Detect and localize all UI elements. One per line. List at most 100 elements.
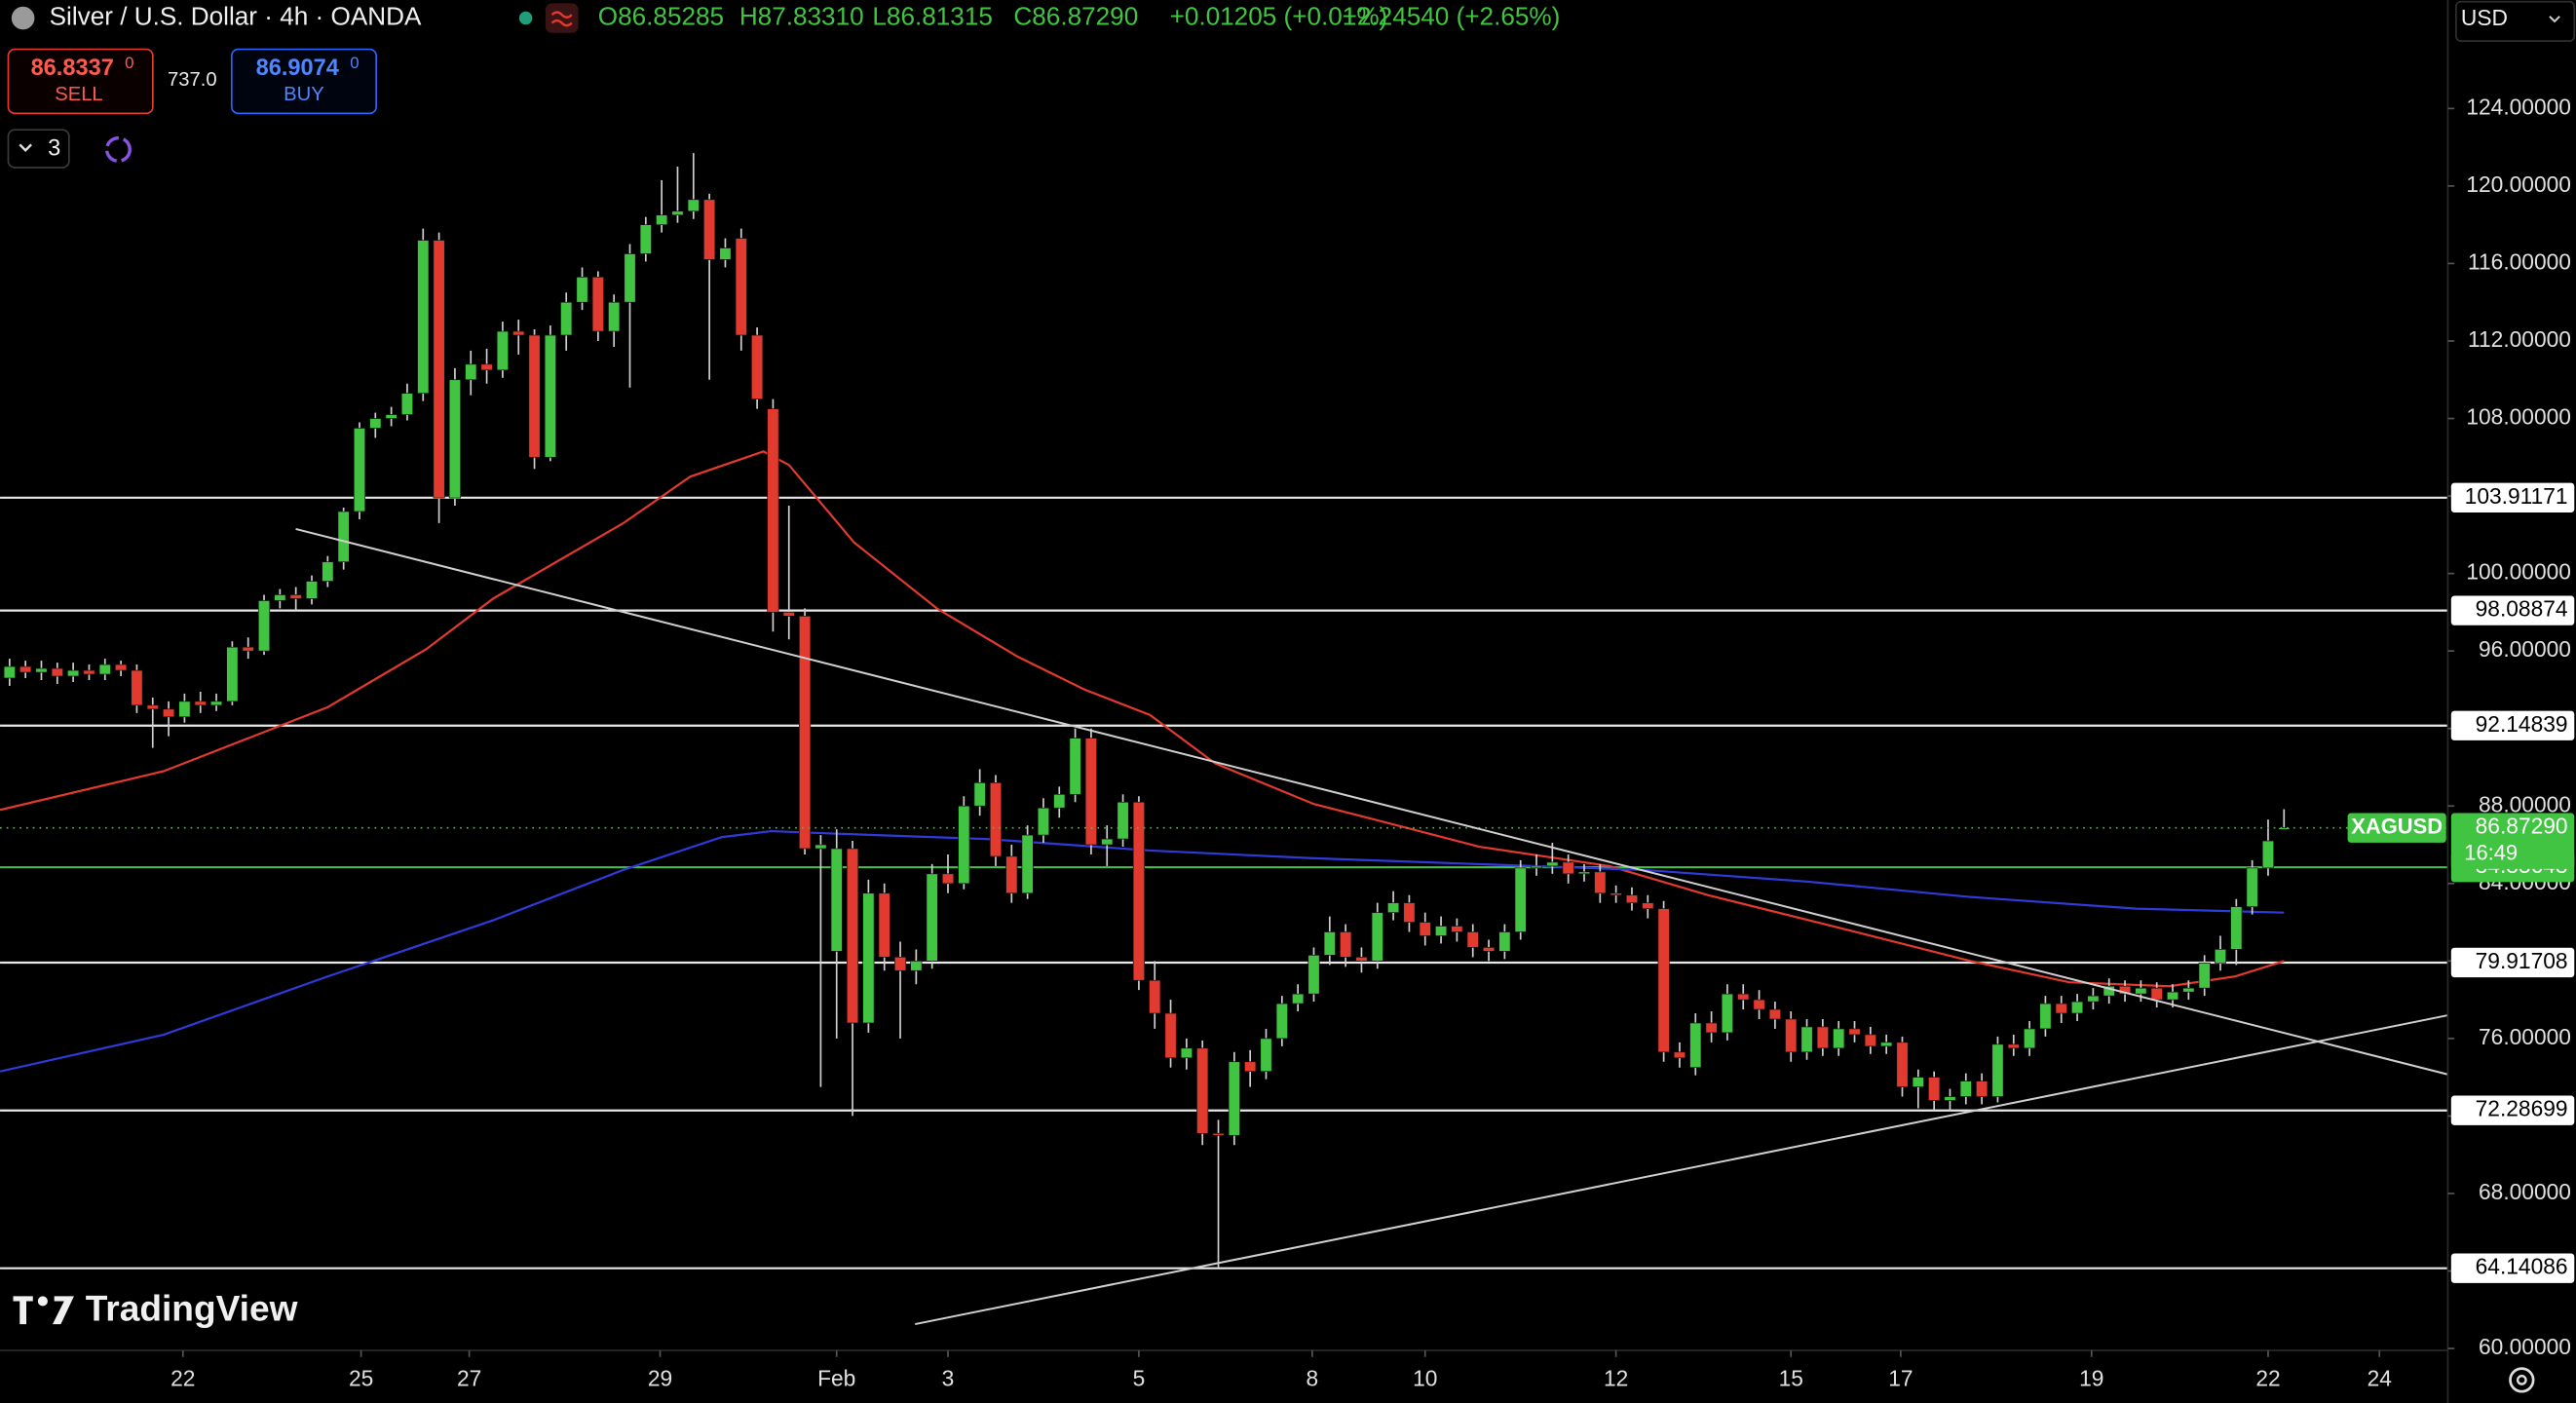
candle-body <box>941 873 955 885</box>
sync-icon[interactable] <box>104 135 132 163</box>
candle-body <box>35 667 48 673</box>
candle-body <box>608 301 621 332</box>
buy-box[interactable] <box>230 48 378 115</box>
spread: 737.0 <box>168 69 217 91</box>
currency-button[interactable]: USD <box>2455 0 2576 42</box>
y-tick-label: 60.00000 <box>2479 1334 2571 1359</box>
candle-body <box>83 669 95 675</box>
candle-body <box>735 238 747 336</box>
candle-body <box>1371 912 1383 962</box>
countdown: 16:49 <box>2464 840 2518 864</box>
settings-icon[interactable] <box>2509 1367 2535 1393</box>
x-tick-label: 3 <box>942 1365 955 1390</box>
symbol-label: XAGUSD <box>2351 814 2443 838</box>
y-tick-label: 96.00000 <box>2479 636 2571 662</box>
candle-body <box>1562 861 1574 875</box>
logo-mark <box>37 1296 48 1307</box>
candle-body <box>576 277 588 303</box>
candle-body <box>847 848 859 1024</box>
candle-body <box>1737 993 1750 1001</box>
level-label: 64.14086 <box>2476 1254 2568 1279</box>
candle-body <box>1340 931 1352 958</box>
chevron[interactable] <box>19 143 32 152</box>
candle-body <box>687 199 700 212</box>
candle-body <box>1959 1081 1972 1097</box>
candle-body <box>289 594 302 599</box>
symbol-icon <box>11 6 35 30</box>
buy-price[interactable]: 86.9074 <box>256 56 339 81</box>
candle-body <box>67 669 80 677</box>
layout-box[interactable] <box>7 129 70 169</box>
chevron[interactable] <box>2549 16 2560 23</box>
candle-body <box>433 240 445 499</box>
candle-body <box>1387 902 1400 913</box>
candle-body <box>560 301 573 336</box>
candle-body <box>465 363 477 381</box>
x-tick-label: 22 <box>170 1365 195 1390</box>
x-tick-label: 10 <box>1413 1365 1437 1390</box>
sell-price-digit[interactable]: 0 <box>125 54 133 72</box>
candle-body <box>178 701 191 718</box>
market-status <box>518 11 533 25</box>
y-tick-label: 124.00000 <box>2466 94 2571 119</box>
candle-body <box>1594 871 1607 894</box>
buy-price-digit[interactable]: 0 <box>350 54 359 72</box>
candle-body <box>1705 1022 1718 1034</box>
candle-body <box>2039 1003 2052 1030</box>
y-tick-label: 76.00000 <box>2479 1024 2571 1049</box>
candle-body <box>210 701 223 706</box>
candle-body <box>1625 894 1639 904</box>
logo-mark <box>52 1296 74 1325</box>
sell-label[interactable]: SELL <box>55 84 102 105</box>
candle-body <box>1180 1047 1193 1059</box>
x-tick-label: 19 <box>2079 1365 2103 1390</box>
currency[interactable]: USD <box>2461 5 2508 30</box>
candle-body <box>751 334 764 399</box>
candle-body <box>1642 902 1654 909</box>
candle-body <box>1149 979 1161 1014</box>
sell-button[interactable]: 86.8337 0 SELL <box>7 48 154 115</box>
candle-body <box>1848 1028 1861 1036</box>
candle-body <box>2214 949 2227 964</box>
settings-button[interactable] <box>2509 1367 2535 1393</box>
candle-body <box>1800 1026 1813 1053</box>
layout-count[interactable]: 3 <box>48 136 60 162</box>
y-tick-label: 100.00000 <box>2466 559 2571 585</box>
candle-body <box>51 667 63 677</box>
candle-body <box>3 665 16 679</box>
candle-body <box>496 330 509 371</box>
currency-box[interactable] <box>2455 0 2576 42</box>
candle-body <box>2261 840 2275 869</box>
trend-line <box>915 1014 2448 1326</box>
sell-price[interactable]: 86.8337 <box>31 56 114 81</box>
buy-label[interactable]: BUY <box>284 84 324 105</box>
candle-body <box>544 334 556 458</box>
level-label-box <box>2450 1095 2575 1125</box>
candle-body <box>1355 957 1368 962</box>
candle-body <box>656 214 668 226</box>
level-label-box <box>2450 595 2575 626</box>
candle-body <box>1037 807 1050 836</box>
level-label: 79.91708 <box>2476 948 2568 973</box>
candle-body <box>671 210 684 216</box>
candle-body <box>226 646 239 702</box>
candle-body <box>624 253 636 303</box>
candle-body <box>2166 991 2179 1001</box>
candle-body <box>528 334 541 458</box>
candle-body <box>1721 993 1733 1034</box>
sell-box[interactable] <box>7 48 154 115</box>
candle-body <box>257 600 271 652</box>
logo-text: TradingView <box>86 1287 298 1328</box>
candle-body <box>1912 1077 1924 1087</box>
trend-line <box>295 527 2448 1076</box>
candle-body <box>2024 1028 2036 1049</box>
settings-icon[interactable] <box>2516 1374 2527 1385</box>
layout-toggle[interactable]: 3 <box>7 129 70 169</box>
candle-body <box>369 418 382 429</box>
candle-body <box>1944 1096 1956 1101</box>
candle-body <box>1610 892 1622 896</box>
candle-body <box>1069 738 1081 795</box>
candle-body <box>1196 1047 1209 1134</box>
candle-body <box>1880 1042 1893 1047</box>
buy-button[interactable]: 86.9074 0 BUY <box>230 48 378 115</box>
